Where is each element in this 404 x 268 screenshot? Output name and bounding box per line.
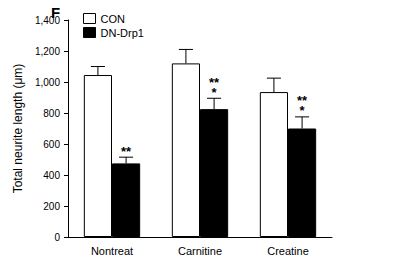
svg-text:DN-Drp1: DN-Drp1 [101,27,144,39]
svg-text:*: * [300,103,306,118]
svg-text:1,200: 1,200 [35,46,60,57]
svg-text:Carnitine: Carnitine [178,245,222,257]
svg-text:800: 800 [43,108,60,119]
svg-text:200: 200 [43,201,60,212]
svg-text:**: ** [121,144,132,159]
svg-text:400: 400 [43,170,60,181]
svg-text:1,400: 1,400 [35,14,60,26]
svg-text:CON: CON [101,13,126,25]
svg-text:Nontreat: Nontreat [91,245,133,257]
svg-text:1,000: 1,000 [35,77,60,88]
svg-text:Total neurite length (μm): Total neurite length (μm) [11,64,25,194]
svg-text:Creatine: Creatine [267,245,309,257]
svg-text:600: 600 [43,139,60,150]
svg-text:*: * [212,85,218,100]
svg-text:F: F [51,4,60,21]
svg-text:0: 0 [54,232,60,243]
